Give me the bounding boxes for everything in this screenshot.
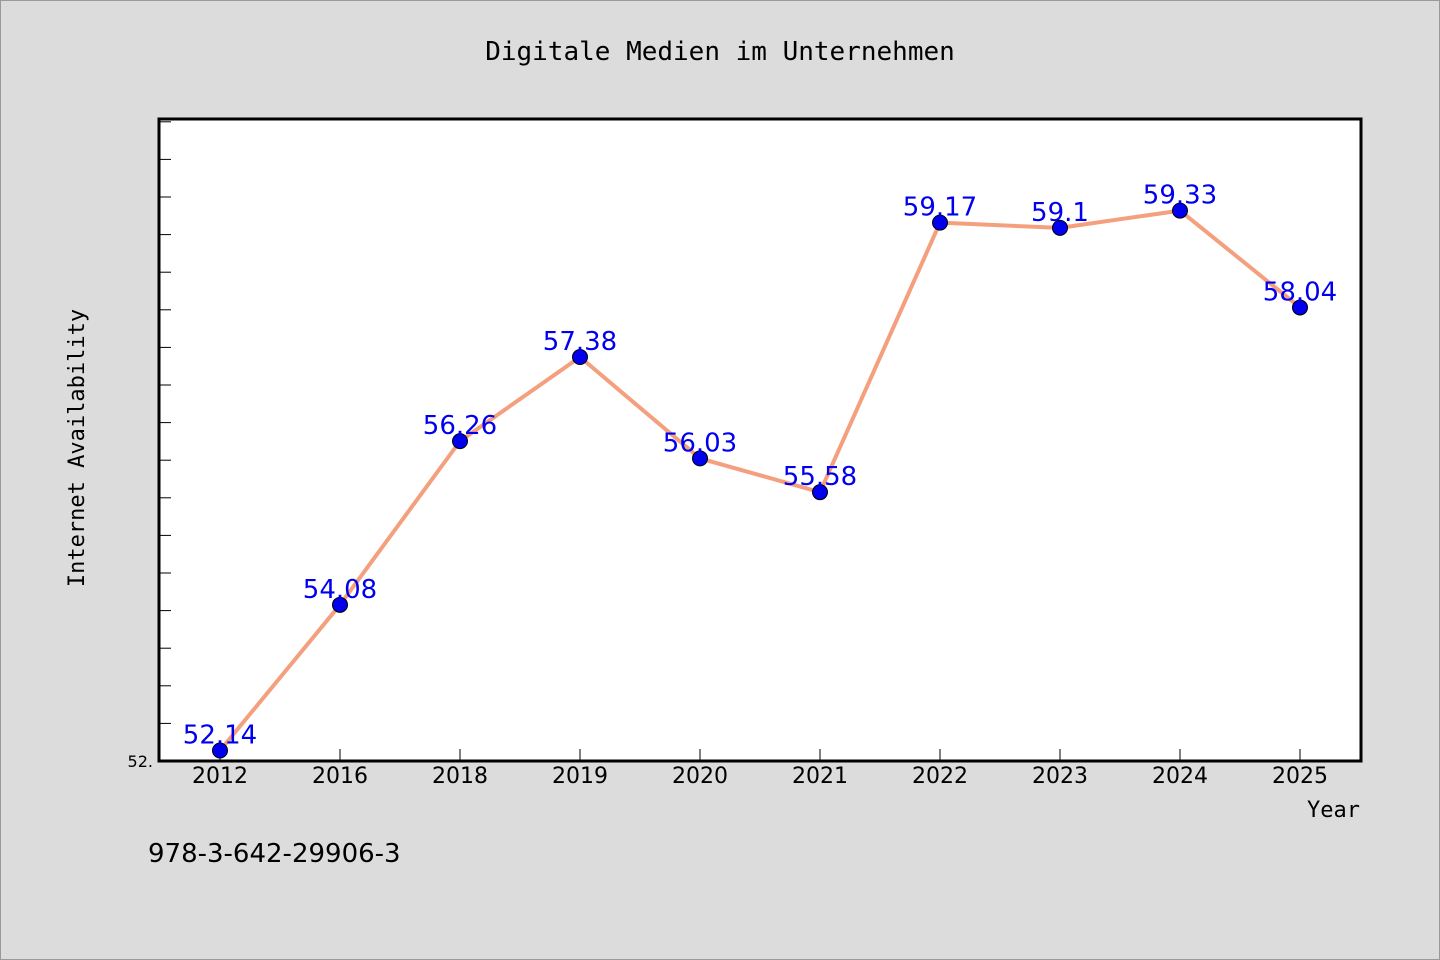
data-label: 56.26 <box>423 411 497 441</box>
data-label: 58.04 <box>1263 277 1337 307</box>
data-point <box>932 214 948 231</box>
data-point <box>212 742 228 759</box>
data-label: 59.33 <box>1143 181 1217 211</box>
x-tick-label: 2021 <box>792 764 848 789</box>
y-axis-minor-ticks <box>159 121 171 724</box>
data-point <box>332 596 348 613</box>
data-point <box>452 433 468 450</box>
data-label: 57.38 <box>543 327 617 357</box>
x-axis-label: Year <box>1307 798 1360 823</box>
data-markers <box>212 202 1308 759</box>
x-tick-label: 2018 <box>432 764 488 789</box>
isbn-text: 978-3-642-29906-3 <box>148 839 401 869</box>
data-point <box>1052 219 1068 236</box>
y-axis-tick-label: 52. <box>128 752 153 771</box>
x-axis-tick-labels: 2012 2016 2018 2019 2020 2021 2022 2023 2024 2025 <box>192 764 1328 789</box>
data-point <box>1292 299 1308 316</box>
data-labels: 52.14 54.08 56.26 57.38 56.03 55.58 59.17 59.1 5… <box>183 181 1337 751</box>
data-point <box>812 484 828 501</box>
data-point <box>1172 202 1188 219</box>
y-axis-label: Internet Availability <box>65 309 90 587</box>
plot-area <box>157 117 1363 763</box>
x-tick-label: 2022 <box>912 764 968 789</box>
data-label: 55.58 <box>783 462 857 492</box>
chart-title: Digitale Medien im Unternehmen <box>485 37 955 67</box>
data-label: 52.14 <box>183 720 257 750</box>
x-tick-label: 2019 <box>552 764 608 789</box>
data-label: 59.17 <box>903 193 977 223</box>
data-label: 59.1 <box>1031 198 1089 228</box>
x-tick-label: 2024 <box>1152 764 1208 789</box>
x-tick-label: 2025 <box>1272 764 1328 789</box>
x-tick-label: 2012 <box>192 764 248 789</box>
x-tick-label: 2023 <box>1032 764 1088 789</box>
data-label: 56.03 <box>663 428 737 458</box>
data-label: 54.08 <box>303 575 377 605</box>
data-point <box>692 450 708 467</box>
data-point <box>572 349 588 366</box>
x-tick-label: 2020 <box>672 764 728 789</box>
series-line <box>218 208 1302 752</box>
x-tick-label: 2016 <box>312 764 368 789</box>
